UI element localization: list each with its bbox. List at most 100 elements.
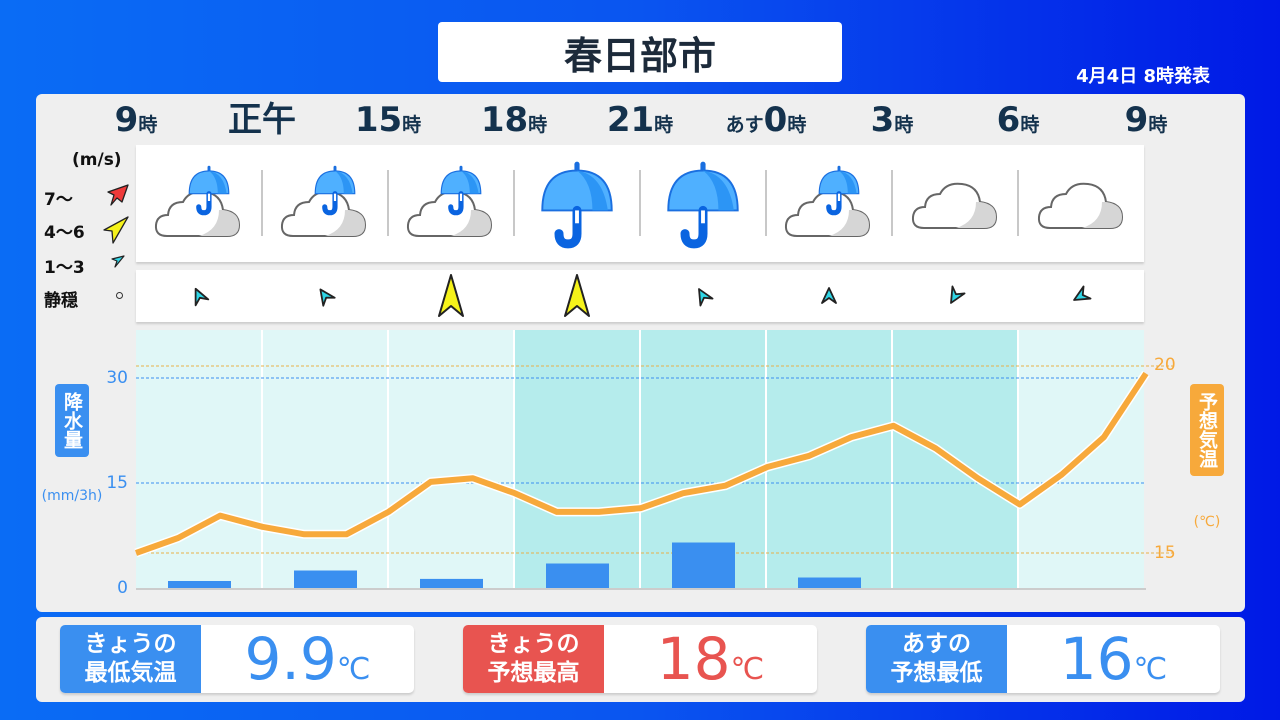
- issued-time: 4月4日 8時発表: [1076, 66, 1210, 87]
- summary-label-line1: きょうの: [487, 631, 580, 657]
- time-suffix: 時: [894, 114, 914, 136]
- time-label: 15時: [325, 100, 451, 145]
- precip-bar: [294, 570, 357, 588]
- summary-label: きょうの 予想最高: [463, 625, 604, 693]
- wind-legend-moderate: 4〜6: [44, 223, 85, 243]
- wind-arrow-icon: [514, 270, 640, 322]
- summary-unit: ℃: [730, 652, 765, 687]
- precip-tick-15: 15: [106, 473, 128, 493]
- precip-bar: [168, 581, 231, 588]
- precip-bar: [672, 542, 735, 588]
- temp-tick-20: 20: [1154, 355, 1176, 375]
- time-suffix: 時: [787, 114, 807, 136]
- temp-tick-15: 15: [1154, 543, 1176, 563]
- temp-axis-label: 予想気温: [1190, 384, 1224, 476]
- time-number: 正午: [228, 100, 296, 140]
- wind-arrow-icon: [262, 270, 388, 322]
- precip-unit: (mm/3h): [41, 488, 103, 504]
- precip-bar: [798, 577, 861, 588]
- wind-arrow-icon: [136, 270, 262, 322]
- cloudy-rain-icon: [262, 145, 388, 262]
- wind-unit-label: (m/s): [72, 150, 122, 170]
- time-suffix: 時: [1148, 114, 1168, 136]
- time-label: 9時: [73, 100, 199, 145]
- column-divider: [639, 170, 641, 236]
- time-suffix: 時: [138, 114, 158, 136]
- cloudy-rain-icon: [136, 145, 262, 262]
- summary-unit: ℃: [336, 652, 371, 687]
- column-divider: [513, 170, 515, 236]
- summary-value: 16: [1059, 625, 1134, 693]
- time-label: 9時: [1083, 100, 1209, 145]
- wind-legend-light: 1〜3: [44, 258, 85, 278]
- cloudy-icon: [892, 145, 1018, 262]
- summary-label-line1: きょうの: [84, 631, 177, 657]
- summary-unit: ℃: [1133, 652, 1168, 687]
- time-suffix: 時: [654, 114, 674, 136]
- summary-card: あすの 予想最低 16 ℃: [866, 625, 1220, 693]
- rain-icon: [514, 145, 640, 262]
- summary-card: きょうの 予想最高 18 ℃: [463, 625, 817, 693]
- time-label: 6時: [955, 100, 1081, 145]
- time-number: 0: [763, 100, 788, 140]
- wind-arrow-icon: [1018, 270, 1144, 322]
- time-suffix: 時: [402, 114, 422, 136]
- cloudy-icon: [1018, 145, 1144, 262]
- cloudy-rain-icon: [388, 145, 514, 262]
- temp-unit: (℃): [1193, 514, 1221, 530]
- precip-tick-0: 0: [117, 578, 128, 598]
- time-label: 3時: [829, 100, 955, 145]
- time-suffix: 時: [1020, 114, 1040, 136]
- summary-value: 9.9: [244, 625, 337, 693]
- precip-axis-label: 降水量: [55, 384, 89, 457]
- column-background: [388, 330, 514, 588]
- column-divider: [765, 170, 767, 236]
- time-number: 15: [354, 100, 403, 140]
- precip-bar: [546, 563, 609, 588]
- summary-label-line2: 最低気温: [84, 660, 177, 686]
- wind-legend-calm: 静穏: [44, 291, 78, 311]
- wind-moderate-arrow-icon: [103, 216, 129, 244]
- column-divider: [261, 170, 263, 236]
- city-title: 春日部市: [438, 22, 842, 82]
- time-label: あす0時: [703, 100, 829, 145]
- wind-arrow-icon: [892, 270, 1018, 322]
- summary-label: きょうの 最低気温: [60, 625, 201, 693]
- wind-row: [136, 270, 1144, 322]
- wind-arrow-icon: [388, 270, 514, 322]
- time-number: 6: [996, 100, 1021, 140]
- time-number: 21: [606, 100, 655, 140]
- precip-bar: [420, 578, 483, 588]
- rain-icon: [640, 145, 766, 262]
- summary-value: 18: [656, 625, 731, 693]
- summary-label-line1: あすの: [902, 631, 971, 657]
- summary-label: あすの 予想最低: [866, 625, 1007, 693]
- time-prefix: あす: [725, 114, 764, 136]
- time-suffix: 時: [528, 114, 548, 136]
- time-number: 3: [870, 100, 895, 140]
- wind-arrow-icon: [766, 270, 892, 322]
- wind-light-arrow-icon: [111, 255, 125, 268]
- column-divider: [1017, 170, 1019, 236]
- summary-label-line2: 予想最高: [487, 660, 580, 686]
- wind-arrow-icon: [640, 270, 766, 322]
- summary-card: きょうの 最低気温 9.9 ℃: [60, 625, 414, 693]
- summary-label-line2: 予想最低: [890, 660, 983, 686]
- precip-tick-30: 30: [106, 368, 128, 388]
- summary-value-box: 16 ℃: [1007, 625, 1220, 693]
- calm-circle-icon: [116, 292, 123, 299]
- column-divider: [891, 170, 893, 236]
- summary-value-box: 9.9 ℃: [201, 625, 414, 693]
- forecast-chart: [134, 330, 1176, 590]
- summary-value-box: 18 ℃: [604, 625, 817, 693]
- time-number: 18: [480, 100, 529, 140]
- column-background: [514, 330, 640, 588]
- time-label: 21時: [577, 100, 703, 145]
- column-divider: [387, 170, 389, 236]
- wind-legend-strong: 7〜: [44, 190, 73, 210]
- weather-icons-row: [136, 145, 1144, 262]
- time-label: 正午: [199, 100, 325, 145]
- wind-strong-arrow-icon: [107, 184, 129, 206]
- column-background: [262, 330, 388, 588]
- cloudy-rain-icon: [766, 145, 892, 262]
